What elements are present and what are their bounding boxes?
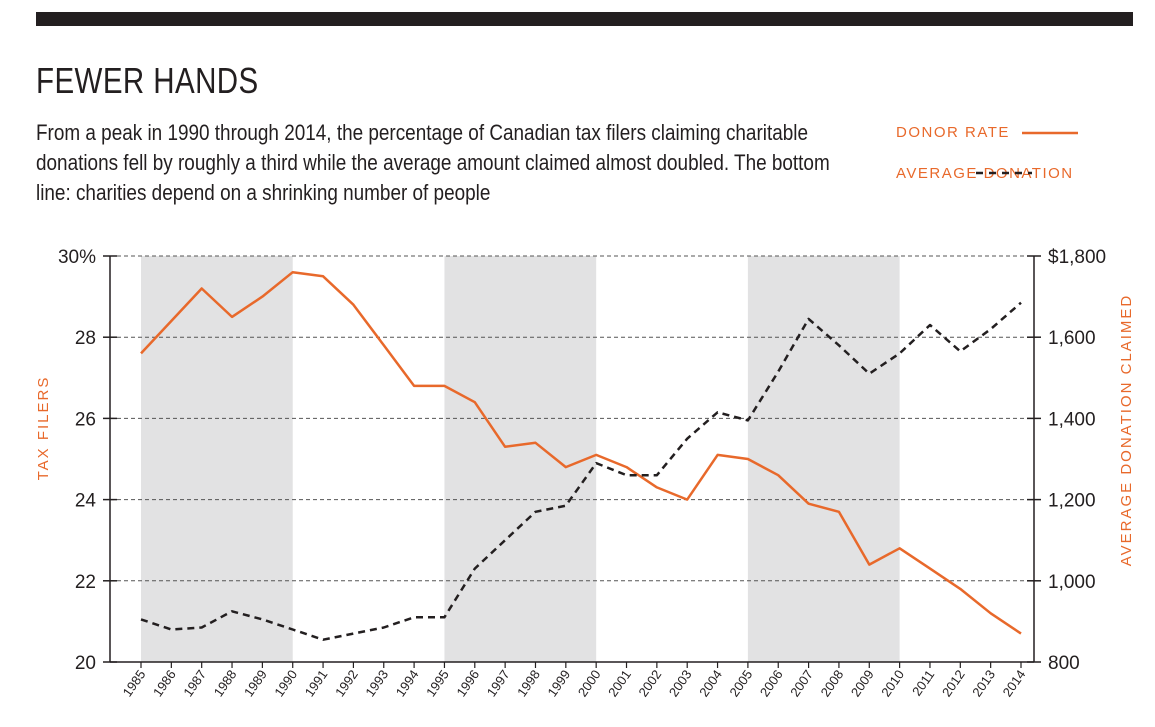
x-tick-label: 2003	[666, 667, 695, 699]
y-right-tick-label: $1,800	[1048, 247, 1106, 268]
top-bar	[36, 12, 1133, 26]
x-tick-label: 2000	[575, 667, 604, 699]
x-tick-label: 1989	[241, 667, 270, 699]
x-tick-label: 2011	[909, 667, 937, 699]
x-tick-label: 1997	[484, 667, 513, 699]
y-right-tick-label: 1,600	[1048, 328, 1096, 349]
y-right-axis-title: AVERAGE DONATION CLAIMED	[1118, 294, 1135, 566]
x-tick-label: 2009	[848, 667, 877, 699]
x-tick-label: 1993	[362, 667, 391, 699]
x-tick-label: 2012	[939, 667, 968, 699]
chart-title: FEWER HANDS	[36, 60, 259, 101]
x-tick-label: 2005	[726, 667, 755, 699]
x-tick-label: 1986	[150, 667, 179, 699]
legend-donor-rate: DONOR RATE	[896, 124, 1078, 141]
x-tick-label: 2014	[1000, 667, 1029, 699]
legend-average-donation-swatch	[976, 171, 1032, 175]
x-tick-label: 2002	[635, 667, 664, 699]
legend-average-donation: AVERAGE DONATION	[896, 162, 1072, 185]
y-left-tick-label: 30%	[58, 247, 96, 268]
x-tick-label: 1996	[453, 667, 482, 699]
x-tick-label: 1990	[271, 667, 300, 699]
y-right-tick-label: 1,200	[1048, 491, 1096, 512]
x-tick-label: 2008	[818, 667, 847, 699]
x-tick-label: 1995	[423, 667, 452, 699]
shaded-period-2	[747, 256, 900, 662]
y-right-tick-label: 1,400	[1048, 409, 1096, 430]
x-tick-label: 2007	[787, 667, 816, 699]
x-tick-label: 1998	[514, 667, 543, 699]
y-left-axis-title: TAX FILERS	[35, 376, 52, 481]
y-left-tick-label: 24	[75, 491, 97, 512]
x-tick-label: 1991	[302, 667, 331, 699]
x-tick-label: 2001	[605, 667, 634, 699]
y-left-tick-label: 28	[75, 328, 96, 349]
x-tick-label: 1992	[332, 667, 361, 699]
x-tick-label: 1994	[393, 667, 422, 699]
y-left-tick-label: 20	[75, 653, 96, 674]
y-right-tick-label: 1,000	[1048, 572, 1096, 593]
y-left-tick-label: 22	[75, 572, 96, 593]
legend-average-donation-label: AVERAGE DONATION	[896, 165, 1074, 182]
y-left-tick-label: 26	[75, 409, 96, 430]
x-tick-label: 2004	[696, 667, 725, 699]
x-tick-label: 1999	[544, 667, 573, 699]
x-tick-label: 1985	[120, 667, 149, 699]
shaded-period-0	[141, 256, 293, 662]
legend-donor-rate-label: DONOR RATE	[896, 124, 1010, 141]
x-tick-label: 2013	[969, 667, 998, 699]
legend-donor-rate-swatch	[1021, 131, 1078, 135]
chart-subtitle: From a peak in 1990 through 2014, the pe…	[36, 120, 830, 205]
donor-rate-line	[140, 270, 1022, 635]
shaded-period-1	[444, 256, 597, 662]
average-donation-line	[140, 301, 1022, 641]
x-tick-label: 1987	[180, 667, 209, 699]
x-tick-label: 1988	[211, 667, 240, 699]
x-tick-label: 2010	[878, 667, 907, 699]
y-right-tick-label: 800	[1048, 653, 1080, 674]
x-tick-label: 2006	[757, 667, 786, 699]
